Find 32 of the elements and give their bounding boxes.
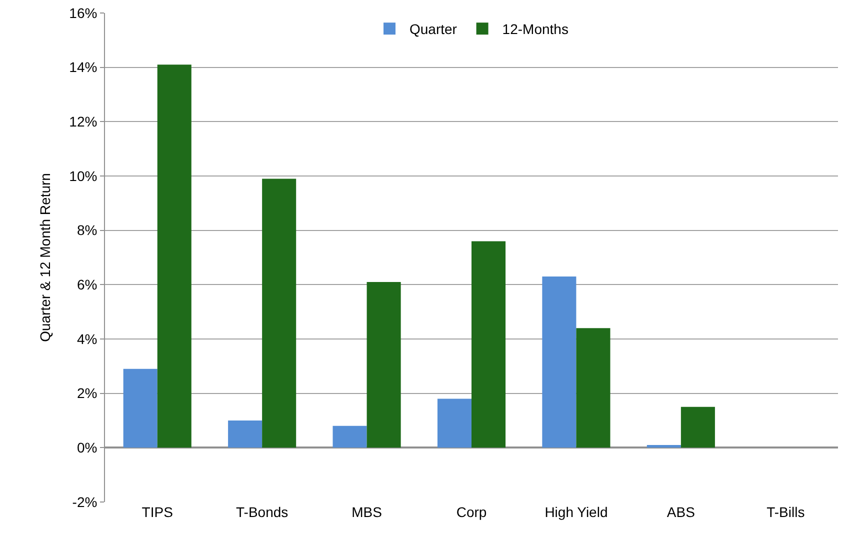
bar bbox=[157, 64, 192, 448]
y-tick-label: -2% bbox=[72, 494, 98, 510]
bar bbox=[228, 420, 262, 448]
bar bbox=[646, 444, 681, 448]
legend-label: 12-Months bbox=[502, 21, 568, 38]
y-tick-label: 2% bbox=[76, 385, 98, 402]
bar bbox=[123, 368, 158, 448]
x-tick-label: TIPS bbox=[142, 504, 173, 520]
y-tick-label: 16% bbox=[69, 4, 98, 21]
y-tick-label: 14% bbox=[69, 59, 98, 76]
bar bbox=[437, 398, 472, 448]
bar bbox=[366, 282, 401, 448]
x-tick-label: T-Bills bbox=[766, 504, 805, 520]
bar bbox=[680, 406, 715, 448]
bar bbox=[332, 426, 367, 448]
x-tick-label: MBS bbox=[352, 504, 382, 520]
y-tick-label: 10% bbox=[69, 168, 98, 184]
x-tick-label: T-Bonds bbox=[236, 504, 288, 520]
y-tick-label: 0% bbox=[76, 440, 98, 456]
bar bbox=[472, 241, 506, 448]
bar bbox=[262, 178, 296, 448]
y-tick-label: 4% bbox=[76, 330, 98, 347]
x-tick-label: ABS bbox=[666, 504, 695, 520]
legend-label: Quarter bbox=[410, 21, 458, 38]
y-tick-label: 6% bbox=[76, 276, 98, 293]
x-tick-label: High Yield bbox=[544, 504, 608, 520]
y-axis-title: Quarter & 12 Month Return bbox=[36, 173, 53, 342]
y-tick-label: 12% bbox=[69, 114, 98, 130]
y-tick-label: 8% bbox=[76, 222, 98, 238]
x-tick-label: Corp bbox=[456, 504, 487, 520]
bar bbox=[576, 328, 610, 448]
bar bbox=[542, 276, 576, 448]
